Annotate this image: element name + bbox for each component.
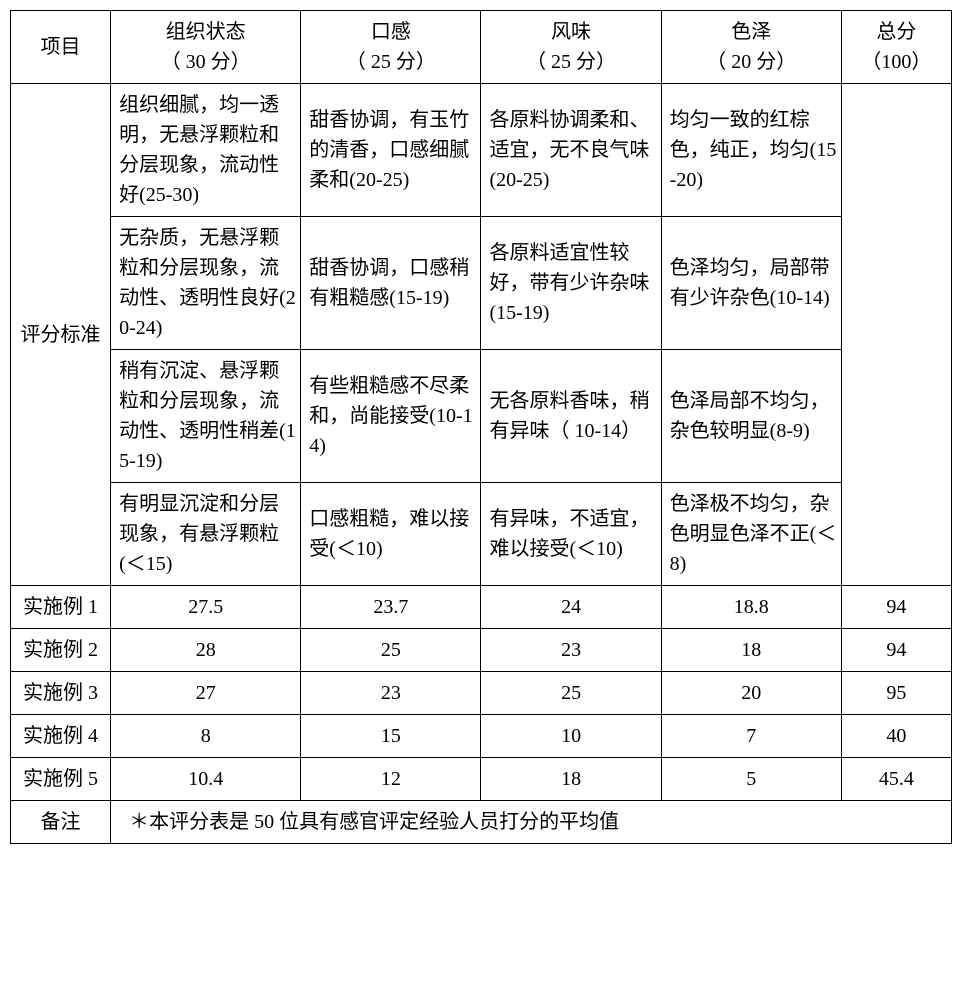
criteria-2-c2: 有些粗糙感不尽柔和，尚能接受(10-14) bbox=[301, 350, 481, 483]
example-1-v0: 28 bbox=[111, 629, 301, 672]
criteria-row-2: 稍有沉淀、悬浮颗粒和分层现象，流动性、透明性稍差(15-19) 有些粗糙感不尽柔… bbox=[11, 350, 952, 483]
criteria-total-blank bbox=[841, 84, 951, 586]
example-0-v1: 23.7 bbox=[301, 586, 481, 629]
example-4-v2: 18 bbox=[481, 758, 661, 801]
criteria-3-c1: 有明显沉淀和分层现象，有悬浮颗粒(＜15) bbox=[111, 483, 301, 586]
note-row: 备注 ＊本评分表是 50 位具有感官评定经验人员打分的平均值 bbox=[11, 801, 952, 844]
example-4-v0: 10.4 bbox=[111, 758, 301, 801]
criteria-row-1: 无杂质，无悬浮颗粒和分层现象，流动性、透明性良好(20-24) 甜香协调，口感稍… bbox=[11, 217, 952, 350]
header-col-2-score: （ 25 分） bbox=[526, 51, 616, 73]
header-total-title: 总分 bbox=[876, 21, 916, 43]
example-0-v3: 18.8 bbox=[661, 586, 841, 629]
header-col-3-title: 色泽 bbox=[731, 21, 771, 43]
example-3-v1: 15 bbox=[301, 715, 481, 758]
example-2-v3: 20 bbox=[661, 672, 841, 715]
header-col-1-score: （ 25 分） bbox=[346, 51, 436, 73]
example-2-name: 实施例 3 bbox=[11, 672, 111, 715]
example-row-4: 实施例 5 10.4 12 18 5 45.4 bbox=[11, 758, 952, 801]
header-col-1: 口感 （ 25 分） bbox=[301, 11, 481, 84]
criteria-1-c1: 无杂质，无悬浮颗粒和分层现象，流动性、透明性良好(20-24) bbox=[111, 217, 301, 350]
example-3-v4: 40 bbox=[841, 715, 951, 758]
example-2-v1: 23 bbox=[301, 672, 481, 715]
criteria-1-c2: 甜香协调，口感稍有粗糙感(15-19) bbox=[301, 217, 481, 350]
example-1-v1: 25 bbox=[301, 629, 481, 672]
example-1-name: 实施例 2 bbox=[11, 629, 111, 672]
criteria-3-c3: 有异味，不适宜，难以接受(＜10) bbox=[481, 483, 661, 586]
criteria-label: 评分标准 bbox=[11, 84, 111, 586]
example-0-v4: 94 bbox=[841, 586, 951, 629]
scoring-table: 项目 组织状态 （ 30 分） 口感 （ 25 分） 风味 （ 25 分） 色泽… bbox=[10, 10, 952, 844]
example-0-v0: 27.5 bbox=[111, 586, 301, 629]
header-row: 项目 组织状态 （ 30 分） 口感 （ 25 分） 风味 （ 25 分） 色泽… bbox=[11, 11, 952, 84]
example-row-3: 实施例 4 8 15 10 7 40 bbox=[11, 715, 952, 758]
criteria-row-3: 有明显沉淀和分层现象，有悬浮颗粒(＜15) 口感粗糙，难以接受(＜10) 有异味… bbox=[11, 483, 952, 586]
header-col-3-score: （ 20 分） bbox=[706, 51, 796, 73]
header-col-1-title: 口感 bbox=[371, 21, 411, 43]
note-text: ＊本评分表是 50 位具有感官评定经验人员打分的平均值 bbox=[111, 801, 952, 844]
header-col-0-title: 组织状态 bbox=[166, 21, 246, 43]
header-total: 总分 （100） bbox=[841, 11, 951, 84]
criteria-2-c4: 色泽局部不均匀，杂色较明显(8-9) bbox=[661, 350, 841, 483]
example-4-v4: 45.4 bbox=[841, 758, 951, 801]
criteria-0-c2: 甜香协调，有玉竹的清香，口感细腻柔和(20-25) bbox=[301, 84, 481, 217]
header-col-3: 色泽 （ 20 分） bbox=[661, 11, 841, 84]
example-3-v2: 10 bbox=[481, 715, 661, 758]
header-col-0-score: （ 30 分） bbox=[161, 51, 251, 73]
example-4-v1: 12 bbox=[301, 758, 481, 801]
criteria-2-c1: 稍有沉淀、悬浮颗粒和分层现象，流动性、透明性稍差(15-19) bbox=[111, 350, 301, 483]
criteria-0-c1: 组织细腻，均一透明，无悬浮颗粒和分层现象，流动性好(25-30) bbox=[111, 84, 301, 217]
header-col-2-title: 风味 bbox=[551, 21, 591, 43]
example-3-name: 实施例 4 bbox=[11, 715, 111, 758]
criteria-2-c3: 无各原料香味，稍有异味（ 10-14） bbox=[481, 350, 661, 483]
criteria-3-c4: 色泽极不均匀，杂色明显色泽不正(＜8) bbox=[661, 483, 841, 586]
criteria-3-c2: 口感粗糙，难以接受(＜10) bbox=[301, 483, 481, 586]
example-1-v3: 18 bbox=[661, 629, 841, 672]
note-label: 备注 bbox=[11, 801, 111, 844]
example-4-v3: 5 bbox=[661, 758, 841, 801]
criteria-1-c3: 各原料适宜性较好，带有少许杂味(15-19) bbox=[481, 217, 661, 350]
example-0-name: 实施例 1 bbox=[11, 586, 111, 629]
header-col-0: 组织状态 （ 30 分） bbox=[111, 11, 301, 84]
example-1-v2: 23 bbox=[481, 629, 661, 672]
criteria-1-c4: 色泽均匀，局部带有少许杂色(10-14) bbox=[661, 217, 841, 350]
example-3-v3: 7 bbox=[661, 715, 841, 758]
example-2-v0: 27 bbox=[111, 672, 301, 715]
criteria-0-c3: 各原料协调柔和、适宜，无不良气味(20-25) bbox=[481, 84, 661, 217]
criteria-row-0: 评分标准 组织细腻，均一透明，无悬浮颗粒和分层现象，流动性好(25-30) 甜香… bbox=[11, 84, 952, 217]
header-project: 项目 bbox=[11, 11, 111, 84]
example-2-v2: 25 bbox=[481, 672, 661, 715]
example-row-0: 实施例 1 27.5 23.7 24 18.8 94 bbox=[11, 586, 952, 629]
header-col-2: 风味 （ 25 分） bbox=[481, 11, 661, 84]
criteria-0-c4: 均匀一致的红棕色，纯正，均匀(15-20) bbox=[661, 84, 841, 217]
example-row-2: 实施例 3 27 23 25 20 95 bbox=[11, 672, 952, 715]
example-3-v0: 8 bbox=[111, 715, 301, 758]
example-2-v4: 95 bbox=[841, 672, 951, 715]
example-row-1: 实施例 2 28 25 23 18 94 bbox=[11, 629, 952, 672]
header-total-score: （100） bbox=[861, 51, 931, 73]
example-0-v2: 24 bbox=[481, 586, 661, 629]
example-1-v4: 94 bbox=[841, 629, 951, 672]
example-4-name: 实施例 5 bbox=[11, 758, 111, 801]
